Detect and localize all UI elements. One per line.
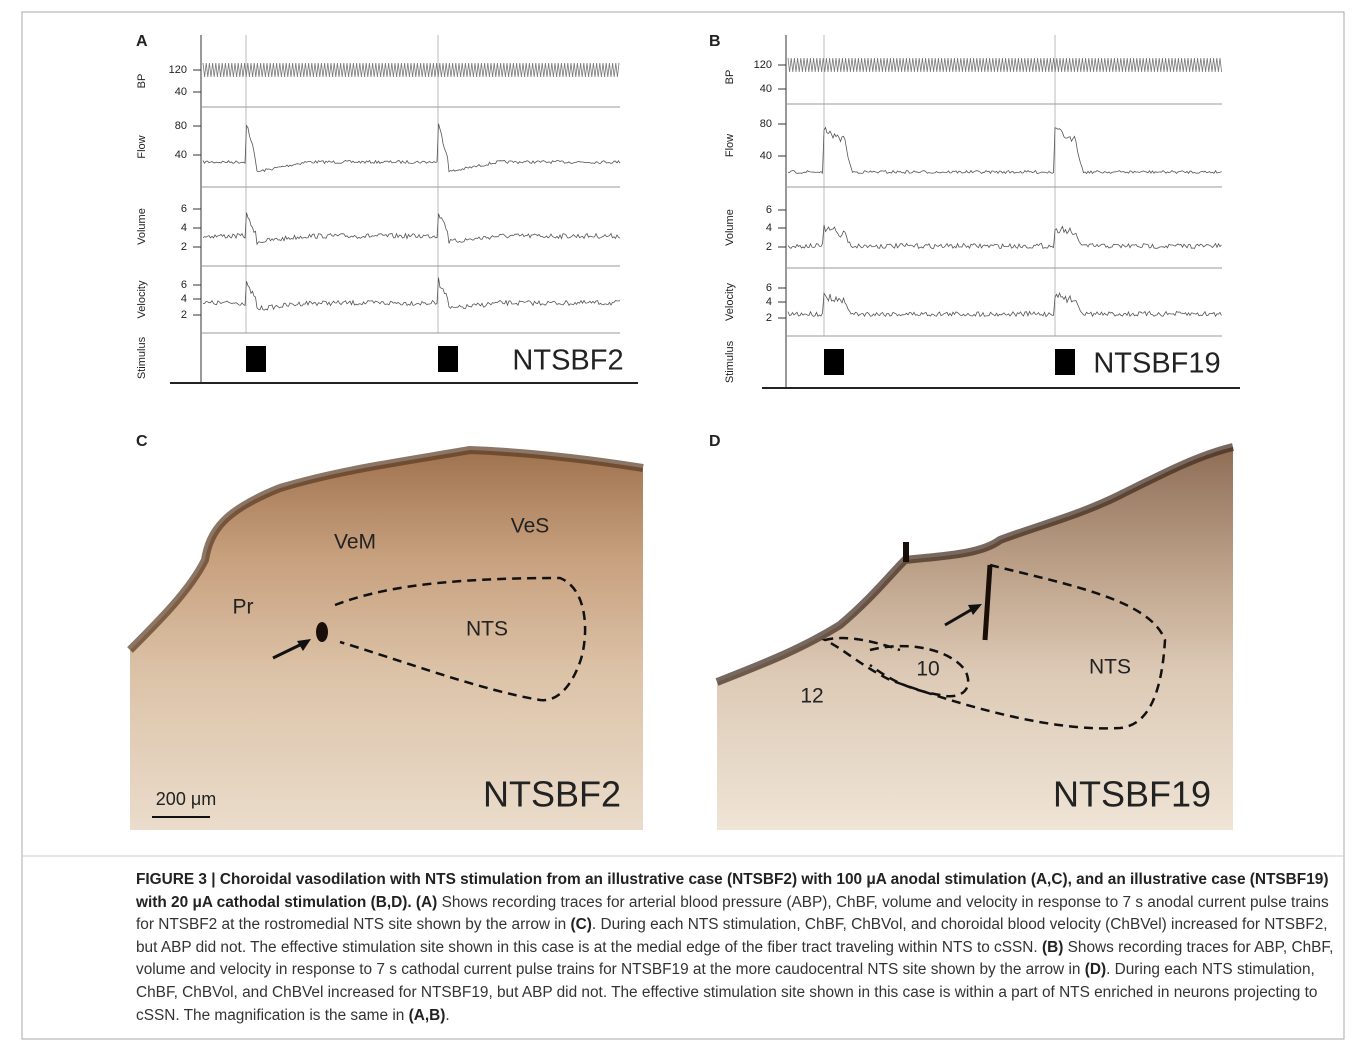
panel-label: D (709, 433, 721, 450)
tick-label: 6 (181, 279, 187, 291)
case-label: NTSBF2 (483, 774, 621, 815)
panel-label: B (709, 33, 721, 50)
trace (787, 224, 1222, 249)
caption-text: Shows recording traces for ABP, ChBF, vo… (136, 938, 1334, 979)
channel-name: Velocity (724, 283, 736, 321)
tick-label: 120 (169, 64, 187, 76)
channel-name: Flow (136, 135, 148, 158)
case-label: NTSBF19 (1053, 774, 1211, 815)
tick-label: 6 (181, 203, 187, 215)
flow-trace (787, 126, 1222, 175)
region-label: 12 (800, 685, 823, 708)
panel-label: C (136, 433, 148, 450)
tick-label: 6 (766, 282, 772, 294)
caption-ref: (D) (1084, 961, 1107, 979)
tick-label: 4 (181, 222, 187, 234)
tick-label: 40 (175, 149, 187, 161)
figure-frame (21, 11, 1345, 1040)
bp-trace (787, 57, 1222, 73)
tick-label: 2 (181, 241, 187, 253)
channel-name: BP (724, 70, 736, 85)
tick-label: 40 (760, 83, 772, 95)
tick-label: 80 (760, 118, 772, 130)
caption-ref: (B) (1041, 938, 1064, 956)
tick-label: 120 (754, 59, 772, 71)
region-label: NTS (1089, 656, 1131, 679)
flow-trace (202, 123, 621, 173)
tick-label: 2 (181, 309, 187, 321)
trace (202, 277, 621, 311)
channel-name: Stimulus (136, 336, 148, 379)
region-label: VeM (334, 531, 376, 554)
trace (787, 291, 1222, 318)
caption-ref: (C) (570, 916, 592, 934)
case-label: NTSBF2 (512, 345, 623, 377)
tick-label: 40 (760, 150, 772, 162)
region-label: 10 (916, 658, 939, 681)
panel-label: A (136, 33, 148, 50)
channel-name: Volume (724, 209, 736, 246)
region-label: Pr (233, 596, 254, 619)
channel-name: Velocity (136, 280, 148, 318)
caption-text: . During each NTS stimulation, ChBF, ChB… (136, 961, 1318, 1024)
scale-label: 200 μm (156, 789, 216, 809)
caption: FIGURE 3 | Choroidal vasodilation with N… (136, 869, 1341, 1027)
case-label: NTSBF19 (1093, 348, 1220, 380)
caption-title: FIGURE 3 | Choroidal vasodilation with N… (136, 871, 1329, 911)
micrograph-d (715, 440, 1234, 830)
channel-name: Volume (136, 208, 148, 245)
region-label: VeS (511, 515, 550, 538)
tick-label: 80 (175, 120, 187, 132)
tick-label: 4 (766, 296, 772, 308)
caption-text: . (445, 1006, 450, 1024)
stimulus-block (438, 346, 458, 372)
bp-trace (202, 62, 620, 78)
channel-name: BP (136, 74, 148, 89)
stimulus-block (246, 346, 266, 372)
region-label: NTS (466, 618, 508, 641)
tick-label: 4 (766, 222, 772, 234)
stimulus-block (1055, 349, 1075, 375)
channel-name: Stimulus (724, 340, 736, 383)
caption-text: . During each NTS stimulation, ChBF, ChB… (136, 916, 1328, 956)
channel-name: Flow (724, 134, 736, 157)
tick-label: 4 (181, 293, 187, 305)
tick-label: 2 (766, 312, 772, 324)
tick-label: 6 (766, 204, 772, 216)
micrograph-c (127, 440, 644, 830)
caption-ref: (A,B) (408, 1006, 446, 1024)
caption-text: Shows recording traces for arterial bloo… (136, 893, 1329, 934)
tick-label: 40 (175, 86, 187, 98)
stimulus-block (824, 349, 844, 375)
trace (202, 212, 621, 246)
tick-label: 2 (766, 241, 772, 253)
caption-ref: (A) (415, 893, 438, 911)
